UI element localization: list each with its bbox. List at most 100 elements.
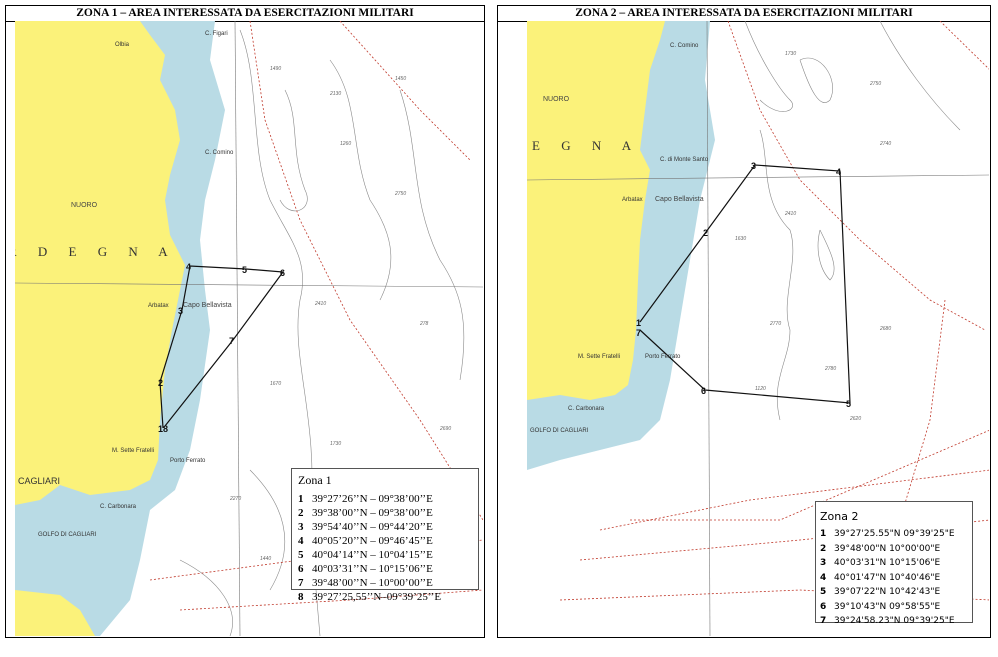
zona2-map: 1730 2750 2740 2410 1630 2770 2680 2780 1120… [527,21,989,636]
map-place-label: M. Sette Fratelli [112,448,154,454]
zona1-land-south [15,590,95,636]
zona1-legend-row: 4 40°05’20’’N – 09°46’45’’E [298,534,472,548]
zona2-legend-title: Zona 2 [820,510,859,523]
map-place-label: Olbia [115,42,130,48]
point-number: 4 [820,572,827,583]
map-place-label: C. Comino [670,43,699,49]
svg-text:3: 3 [751,161,756,171]
point-number: 2 [298,507,304,519]
zona1-legend-row: 8 39°27’25,55’’N–09°39’25’’E [298,590,472,604]
point-coordinates: 40°01'47"N 10°40'46"E [834,572,941,583]
zona2-depths: 1730 2750 2740 2410 1630 2770 2680 2780 1120… [735,51,891,422]
svg-text:7: 7 [229,336,234,346]
map-place-label: Porto Ferrato [170,458,206,464]
svg-text:1120: 1120 [755,386,766,392]
zona2-legend-row: 7 39°24'58.23"N 09°39'25"E [820,614,968,629]
point-coordinates: 40°05’20’’N – 09°46’45’’E [312,535,433,547]
zona1-legend-row: 1 39°27’26’’N – 09°38’00’’E [298,492,472,506]
svg-text:6: 6 [701,386,706,396]
zona1-polygon [159,265,285,429]
zona1-vertex-1-8: 18 [158,424,168,434]
zona2-legend-row: 5 39°07'22"N 10°42'43"E [820,585,968,600]
map-place-label: C. Figari [205,31,228,37]
point-coordinates: 39°10'43"N 09°58'55"E [834,601,941,612]
svg-text:7: 7 [636,328,641,338]
zona1-legend-row: 3 39°54’40’’N – 09°44’20’’E [298,520,472,534]
point-coordinates: 39°38’00’’N – 09°38’00’’E [312,507,433,519]
map-place-label: NUORO [543,96,570,103]
point-number: 6 [820,601,827,612]
svg-text:1730: 1730 [330,441,341,447]
point-number: 1 [298,493,304,505]
point-coordinates: 39°54’40’’N – 09°44’20’’E [312,521,433,533]
svg-text:1630: 1630 [735,236,746,242]
map-place-label: Arbatax [622,197,643,203]
point-coordinates: 39°48'00"N 10°00'00"E [834,543,941,554]
point-number: 1 [820,529,827,539]
svg-text:1490: 1490 [270,66,281,72]
svg-text:5: 5 [242,265,247,275]
zona1-legend-row: 2 39°38’00’’N – 09°38’00’’E [298,506,472,520]
map-place-label: M. Sette Fratelli [578,354,620,360]
zona2-title: ZONA 2 – AREA INTERESSATA DA ESERCITAZIO… [498,6,990,22]
point-number: 7 [820,616,827,626]
svg-text:4: 4 [836,167,841,177]
map-place-label: C. di Monte Santo [660,157,709,163]
point-coordinates: 39°27’26’’N – 09°38’00’’E [312,493,433,505]
zona2-legend-row: 1 39°27'25.55"N 09°39'25"E [820,527,968,542]
point-coordinates: 40°03’31’’N – 10°15’06’’E [312,563,433,575]
svg-text:6: 6 [280,268,285,278]
svg-text:2750: 2750 [394,191,406,197]
point-number: 5 [298,549,304,561]
map-place-label: CAGLIARI [18,476,60,486]
svg-text:278: 278 [419,321,429,327]
point-number: 3 [820,558,827,568]
map-place-label: GOLFO DI CAGLIARI [38,532,97,538]
zona2-legend-row: 4 40°01'47"N 10°40'46"E [820,571,968,586]
zona2-legend-row: 6 39°10'43"N 09°58'55"E [820,600,968,615]
point-coordinates: 39°24'58.23"N 09°39'25"E [834,616,955,626]
map-place-label: Capo Bellavista [183,302,232,309]
zona1-legend-row: 7 39°48’00’’N – 10°00’00’’E [298,576,472,590]
zona1-routes [149,21,483,611]
point-number: 5 [820,587,827,597]
zona2-legend-row: 3 40°03'31"N 10°15'06"E [820,556,968,571]
map-place-label: C. Comino [205,150,234,156]
svg-text:2130: 2130 [329,91,341,97]
svg-text:2410: 2410 [784,211,796,217]
point-coordinates: 40°03'31"N 10°15'06"E [834,558,941,568]
zona1-legend-title: Zona 1 [298,473,332,487]
zona2-legend: Zona 2 1 39°27'25.55"N 09°39'25"E 2 39°48'0… [815,501,973,626]
point-number: 7 [298,577,304,589]
zona1-legend-row: 5 40°04’14’’N – 10°04’15’’E [298,548,472,562]
point-number: 3 [298,521,304,533]
map-place-label: E G N A [532,138,640,153]
svg-text:2750: 2750 [869,81,881,87]
svg-text:2690: 2690 [439,426,451,432]
svg-text:1: 1 [636,318,641,328]
svg-text:2410: 2410 [314,301,326,307]
svg-text:2740: 2740 [879,141,891,147]
svg-text:1730: 1730 [785,51,796,57]
point-coordinates: 39°07'22"N 10°42'43"E [834,587,941,597]
svg-text:1450: 1450 [395,76,406,82]
point-number: 4 [298,535,304,547]
point-coordinates: 39°27'25.55"N 09°39'25"E [834,529,955,539]
zona2-vertex-labels: 1 2 3 4 5 6 7 [636,161,851,409]
map-place-label: Arbatax [148,303,169,309]
map-place-label: Porto Ferrato [645,354,681,360]
zona1-title: ZONA 1 – AREA INTERESSATA DA ESERCITAZIO… [6,6,484,22]
zona2-land [527,21,665,400]
zona2-legend-row: 2 39°48'00"N 10°00'00"E [820,542,968,557]
map-place-label: NUORO [71,202,98,209]
point-number: 6 [298,563,304,575]
svg-text:1260: 1260 [340,141,351,147]
svg-text:1440: 1440 [260,556,271,562]
map-place-label: Capo Bellavista [655,196,704,203]
point-coordinates: 40°04’14’’N – 10°04’15’’E [312,549,433,561]
svg-text:3: 3 [178,306,183,316]
zona1-region-label: R D E G N A [8,244,177,259]
zona1-vertex-labels: 2 3 4 5 6 7 18 [158,262,285,434]
svg-text:2270: 2270 [229,496,241,502]
